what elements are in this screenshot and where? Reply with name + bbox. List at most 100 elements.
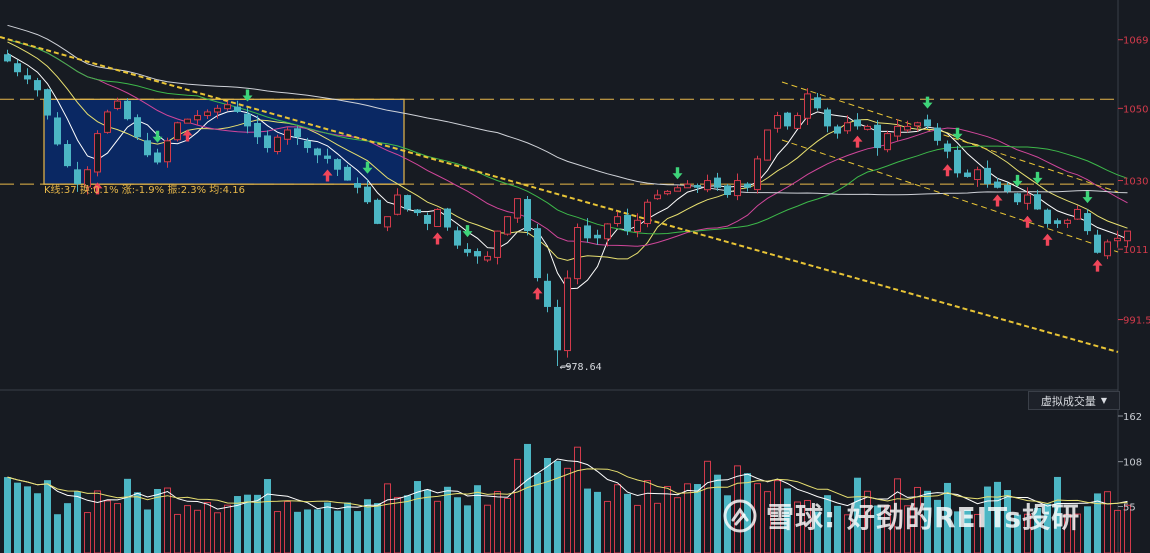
volume-indicator-dropdown[interactable]: 虚拟成交量 ▼ — [1028, 391, 1120, 410]
volume-bar — [564, 467, 571, 553]
candle — [124, 98, 131, 121]
candle-body — [584, 225, 591, 239]
candle-body — [244, 113, 251, 127]
volume-bar — [454, 497, 461, 553]
down-arrow-icon — [152, 130, 163, 143]
candle-body — [234, 106, 241, 112]
volume-bar — [44, 480, 51, 553]
volume-bar — [1014, 514, 1021, 553]
candle — [494, 230, 501, 265]
candle — [1104, 239, 1111, 260]
ma30-line — [7, 39, 1128, 235]
volume-bar — [224, 504, 231, 553]
candle — [614, 211, 621, 227]
candle — [954, 145, 961, 178]
candle — [644, 199, 651, 228]
candle-body — [704, 180, 711, 191]
candle-body — [334, 159, 341, 170]
candle-body — [944, 143, 951, 152]
candle-body — [914, 122, 921, 127]
volume-tick-label: 162 — [1123, 412, 1142, 423]
volume-bar — [394, 496, 401, 553]
volume-bar — [174, 513, 181, 553]
up-arrow-icon — [852, 135, 863, 148]
candle — [594, 229, 601, 245]
volume-bar — [674, 497, 681, 553]
candle-body — [134, 117, 141, 138]
volume-bar — [1114, 509, 1121, 553]
candle — [54, 112, 61, 146]
box-annotation-text: K线:37 换:0.1% 涨:-1.9% 振:2.3% 均:4.16 — [44, 183, 245, 196]
volume-bar — [524, 443, 531, 553]
price-tick-label: 1069 — [1123, 36, 1148, 47]
volume-bar — [684, 483, 691, 553]
price-tick-label: 991.5 — [1123, 316, 1150, 327]
volume-bar — [254, 494, 261, 553]
long-downtrend-line — [0, 36, 1119, 353]
up-arrow-icon — [1022, 215, 1033, 228]
candle-body — [364, 186, 371, 203]
volume-ma10-line — [7, 468, 1128, 508]
candle-body — [814, 97, 821, 109]
volume-bar — [124, 478, 131, 553]
grid — [0, 0, 1119, 553]
down-arrow-icon — [922, 96, 933, 109]
candle-body — [504, 216, 511, 235]
candle — [774, 111, 781, 133]
candle — [734, 173, 741, 201]
candle-body — [1024, 194, 1031, 204]
trend-lines — [0, 36, 1119, 353]
candle-body — [534, 228, 541, 279]
candle-body — [574, 227, 581, 280]
price-axis: 1069 1050 1030 1011 991.5 — [1118, 36, 1150, 327]
volume-bar — [664, 485, 671, 553]
candle — [824, 107, 831, 133]
volume-bar — [1094, 493, 1101, 553]
volume-bar — [1034, 507, 1041, 553]
candle — [164, 137, 171, 168]
candle-body — [804, 93, 811, 119]
candle-body — [24, 75, 31, 80]
volume-bar — [824, 495, 831, 553]
candle — [254, 115, 261, 145]
candle — [1044, 208, 1051, 228]
volume-bar — [864, 490, 871, 553]
candle-body — [124, 100, 131, 120]
candle — [724, 183, 731, 198]
volume-bar — [184, 505, 191, 553]
volume-bar — [604, 500, 611, 553]
candle-body — [1044, 209, 1051, 224]
volume-bar — [514, 458, 521, 553]
volume-bar — [554, 460, 561, 553]
candle — [784, 111, 791, 130]
candle-body — [4, 54, 11, 62]
candle — [504, 216, 511, 236]
volume-bar — [854, 477, 861, 553]
candle-body — [454, 230, 461, 246]
volume-bar — [624, 493, 631, 553]
volume-bar — [704, 460, 711, 553]
candle-body — [404, 195, 411, 210]
candle — [1114, 230, 1121, 248]
candle — [424, 212, 431, 231]
candle — [104, 109, 111, 134]
volume-bar — [844, 514, 851, 553]
candle — [214, 104, 221, 119]
candle-body — [64, 144, 71, 167]
candle-body — [444, 208, 451, 228]
volume-tick-label: 108 — [1123, 458, 1142, 469]
candle-body — [784, 112, 791, 127]
down-arrow-icon — [1082, 191, 1093, 204]
candle — [654, 189, 661, 200]
candle — [684, 180, 691, 189]
candle-body — [904, 125, 911, 131]
candle — [704, 174, 711, 193]
candle-body — [744, 183, 751, 188]
volume-bar — [534, 472, 541, 553]
candle-body — [154, 152, 161, 163]
candle-body — [644, 201, 651, 225]
candle — [994, 178, 1001, 189]
volume-bar — [614, 484, 621, 553]
candle — [1124, 230, 1131, 248]
candle — [674, 185, 681, 192]
